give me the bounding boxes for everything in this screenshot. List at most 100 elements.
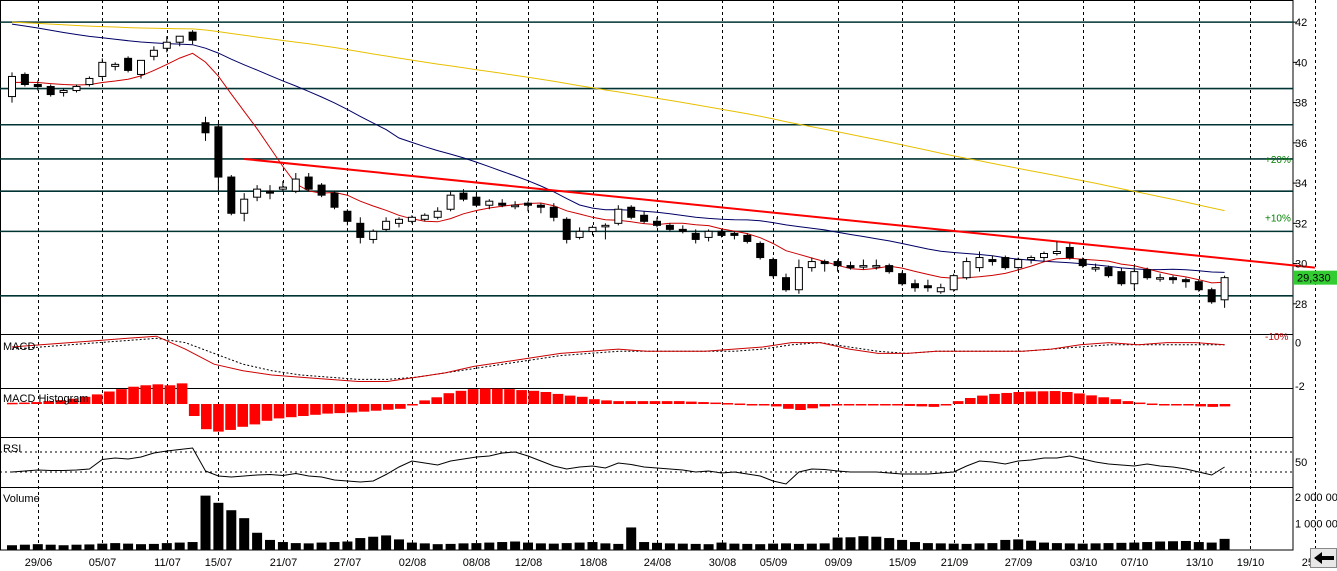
candle <box>562 217 571 244</box>
volume-bar <box>213 502 224 550</box>
candle <box>317 183 326 198</box>
histogram-bar <box>310 404 321 415</box>
volume-bar <box>987 543 998 550</box>
histogram-bar <box>552 393 564 404</box>
candle <box>588 225 597 236</box>
candle <box>653 217 661 228</box>
candle <box>936 283 945 294</box>
current-price-badge <box>1294 270 1337 285</box>
candle <box>743 233 752 244</box>
histogram-bar <box>1183 404 1194 406</box>
volume-bar <box>1013 539 1024 550</box>
candle <box>343 209 352 226</box>
volume-bar <box>974 543 985 550</box>
histogram-bar <box>79 396 91 404</box>
candle <box>988 255 997 266</box>
x-tick-label: 27/09 <box>1005 557 1033 569</box>
scroll-left-button[interactable] <box>1310 548 1337 568</box>
volume-bar <box>897 539 908 550</box>
histogram-bar <box>128 386 139 404</box>
candle <box>498 199 507 208</box>
macd-signal-line <box>11 337 1225 380</box>
candle <box>201 116 210 141</box>
x-tick-label: 15/07 <box>205 557 233 569</box>
volume-bar <box>961 543 972 550</box>
candle <box>859 259 868 270</box>
candle <box>382 217 391 232</box>
moving-average-mid <box>11 23 1225 273</box>
candle <box>459 189 468 202</box>
candle <box>807 257 816 272</box>
candle <box>59 88 68 97</box>
volume-bar <box>355 538 366 550</box>
volume-bar <box>806 543 817 550</box>
rsi-line <box>11 447 1225 485</box>
volume-bar <box>458 543 469 550</box>
volume-bar <box>548 543 559 550</box>
macd-histogram-title: MACD Histogram <box>3 393 89 405</box>
volume-bar <box>45 544 56 550</box>
candle <box>717 229 726 238</box>
histogram-bar <box>285 404 297 418</box>
volume-bar <box>587 542 598 550</box>
rsi-y-tick-label: 50 <box>1295 457 1307 469</box>
histogram-bar <box>661 401 673 404</box>
volume-bar <box>187 542 198 550</box>
histogram-bar <box>710 402 721 405</box>
x-tick-label: 13/10 <box>1186 557 1214 569</box>
candle <box>278 181 287 192</box>
histogram-bar <box>904 404 915 406</box>
histogram-bar <box>116 389 127 404</box>
histogram-bar <box>201 404 212 430</box>
histogram-bar <box>649 401 661 404</box>
y-tick-label: 34 <box>1295 178 1307 190</box>
volume-bar <box>110 543 121 550</box>
volume-bar <box>613 543 624 550</box>
histogram-bar <box>1086 395 1097 404</box>
candle <box>1014 257 1023 270</box>
x-tick-label: 09/09 <box>825 557 853 569</box>
candle <box>885 263 894 274</box>
histogram-bar <box>867 404 879 406</box>
candle <box>949 273 958 292</box>
candle <box>820 259 829 272</box>
candle <box>782 273 790 292</box>
histogram-bar <box>1122 401 1134 404</box>
candle <box>149 46 158 61</box>
histogram-bar <box>601 400 612 404</box>
candle <box>1156 273 1165 282</box>
histogram-bar <box>467 389 479 404</box>
percent-label: +10% <box>1265 213 1291 224</box>
volume-bar <box>84 544 95 550</box>
volume-bar <box>871 536 882 550</box>
candle <box>266 185 274 200</box>
volume-bar <box>136 544 146 550</box>
candle <box>420 213 429 222</box>
volume-bar <box>574 542 585 550</box>
volume-bar <box>1064 543 1075 550</box>
candle <box>911 279 919 292</box>
volume-bar <box>7 545 17 550</box>
histogram-bar <box>382 404 394 410</box>
x-tick-label: 03/10 <box>1070 557 1098 569</box>
candle <box>627 205 636 220</box>
histogram-bar <box>455 390 467 404</box>
histogram-bar <box>419 400 430 404</box>
volume-bar <box>742 543 753 550</box>
histogram-bar <box>807 404 818 409</box>
histogram-bar <box>940 404 952 406</box>
candle <box>756 241 765 260</box>
candle <box>898 271 907 286</box>
volume-bar <box>1206 542 1217 550</box>
candle <box>111 62 120 71</box>
candle <box>1169 275 1177 284</box>
volume-bar <box>445 543 456 550</box>
volume-bar <box>406 542 417 550</box>
histogram-bar <box>213 404 224 432</box>
candle <box>20 72 29 87</box>
macd-y-tick-label: 0 <box>1295 338 1301 350</box>
candle <box>872 259 881 270</box>
volume-bar <box>252 532 263 550</box>
histogram-bar <box>140 385 152 404</box>
volume-bar <box>303 543 314 550</box>
